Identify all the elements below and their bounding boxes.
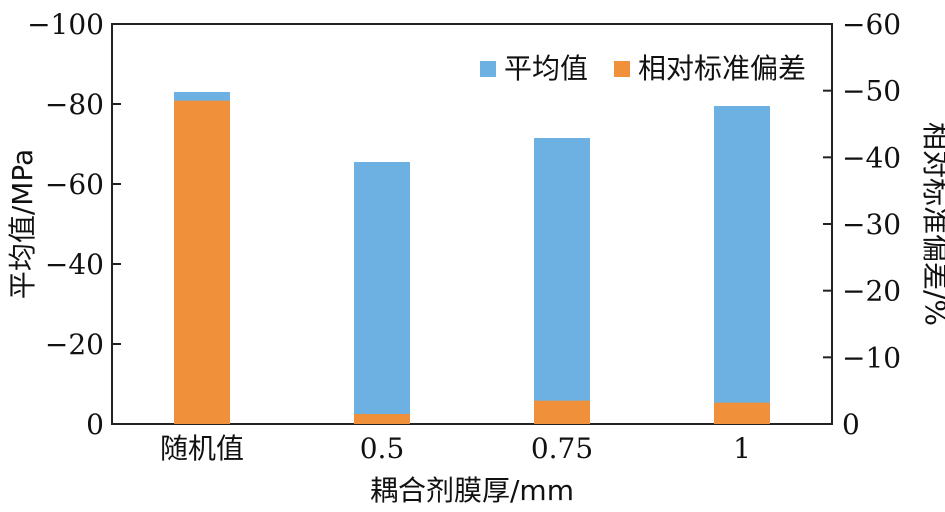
right-tick-label: −10	[842, 341, 901, 374]
right-tick-label: −60	[842, 8, 901, 41]
bar-rsd	[354, 414, 410, 424]
bar-mean	[354, 162, 410, 424]
x-tick-label: 0.75	[531, 432, 593, 465]
legend-label-rsd: 相对标准偏差	[638, 52, 806, 85]
left-tick-label: −100	[27, 8, 104, 41]
x-tick-label: 0.5	[360, 432, 405, 465]
bar-rsd	[714, 402, 770, 424]
x-tick-label: 随机值	[160, 432, 244, 465]
x-tick-label: 1	[733, 432, 751, 465]
right-tick-label: −40	[842, 141, 901, 174]
left-tick-label: 0	[86, 408, 104, 441]
legend-label-mean: 平均值	[504, 52, 588, 85]
x-axis-title: 耦合剂膜厚/mm	[370, 474, 574, 507]
right-tick-label: −50	[842, 75, 901, 108]
right-tick-label: −20	[842, 275, 901, 308]
bar-rsd	[534, 400, 590, 424]
bar-rsd	[174, 100, 230, 425]
left-tick-label: −20	[45, 328, 104, 361]
left-tick-label: −40	[45, 248, 104, 281]
right-tick-label: 0	[842, 408, 860, 441]
right-axis-title: 相对标准偏差/%	[919, 122, 945, 326]
legend-swatch-rsd	[614, 61, 630, 77]
left-axis-title: 平均值/MPa	[6, 149, 39, 299]
left-tick-label: −80	[45, 88, 104, 121]
legend-swatch-mean	[480, 61, 496, 77]
right-tick-label: −30	[842, 208, 901, 241]
bar-mean	[714, 106, 770, 424]
bar-mean	[534, 138, 590, 424]
left-tick-label: −60	[45, 168, 104, 201]
